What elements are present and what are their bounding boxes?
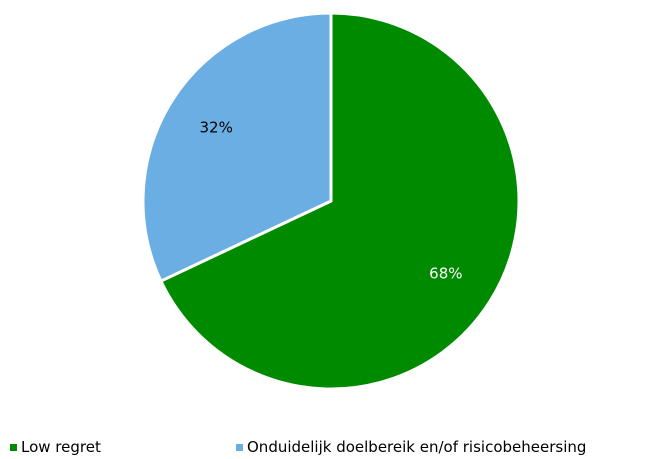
- data-label-low-regret: 68%: [429, 264, 462, 282]
- legend: Low regret Onduidelijk doelbereik en/of …: [0, 438, 668, 458]
- pie-data-labels: 68% 32%: [199, 119, 462, 283]
- pie-slice-onduidelijk: [141, 11, 333, 283]
- legend-item-onduidelijk: Onduidelijk doelbereik en/of risicobehee…: [236, 438, 586, 456]
- legend-label-onduidelijk: Onduidelijk doelbereik en/of risicobehee…: [247, 438, 587, 456]
- legend-item-low-regret: Low regret: [10, 438, 101, 456]
- pie-slices: [141, 11, 521, 391]
- pie-chart: 68% 32%: [141, 11, 521, 391]
- legend-swatch-low-regret: [10, 443, 17, 451]
- data-label-onduidelijk: 32%: [199, 119, 232, 137]
- legend-swatch-onduidelijk: [236, 443, 243, 451]
- legend-label-low-regret: Low regret: [21, 438, 101, 456]
- pie-slice-low-regret: [159, 11, 521, 391]
